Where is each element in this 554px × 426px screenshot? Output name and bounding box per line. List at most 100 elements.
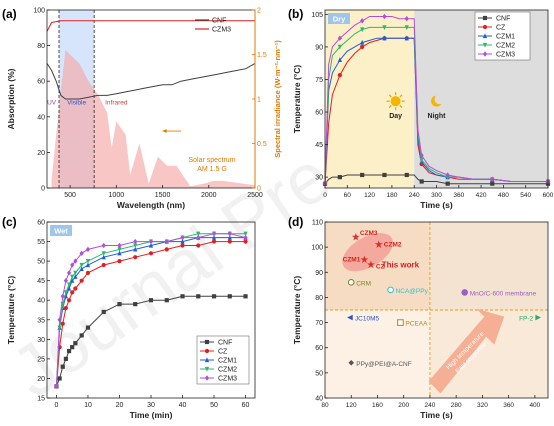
panel-d-ytick-label: 60 [315,345,323,352]
data-point-czm2 [85,259,91,264]
data-point-cnf [227,294,232,299]
data-point-czm2 [133,243,138,249]
legend-label-cnf: CNF [496,16,510,23]
panel-b-xtick-label: 600 [543,192,554,199]
panel-b-ylabel: Temperature (°C) [292,65,302,134]
day-label: Day [389,113,402,120]
data-point-czm2 [63,290,69,296]
panel-a-ytick-label: 20 [37,150,45,157]
data-point-cnf [337,175,342,180]
reference-point-cz-label: CZ [376,264,385,271]
panel-b-xtick-label: 480 [498,192,509,199]
data-point-cz [360,44,365,50]
panel-a-ylabel: Absorption (%) [6,68,16,129]
reference-point-czm2 [374,240,383,248]
improvement-arrow [428,308,505,394]
panel-d-xtick-label: 80 [321,402,329,409]
data-point-cz [243,239,248,244]
panel-b-xtick-label: 120 [364,192,375,199]
panel-b: (b) Dry Day Night 0 60 120 180 240 300 360 420 480 5… [288,7,554,210]
reference-point-crm [347,279,355,286]
moon-icon-cutout [434,94,445,105]
panel-d-xtick-label: 200 [398,402,409,409]
data-point-czm1 [85,262,91,268]
data-point-cnf [66,348,72,354]
panel-c-ytick-label: 35 [37,317,45,324]
panel-b-xtick-label: 60 [344,192,352,199]
legend-marker-czm2 [204,366,210,372]
data-point-czm2 [117,247,122,253]
data-point-czm3 [180,234,185,241]
legend-marker-czm1 [482,33,488,39]
wet-tag-bg [50,225,72,236]
reference-point-mno-c-600-membrane [461,289,469,296]
panel-a-xtick-label: 500 [64,192,76,199]
data-point-cz [85,270,91,275]
legend-label-czm3: CZM3 [218,376,237,383]
panel-b-xtick-label: 180 [386,192,397,199]
data-point-czm2 [73,270,78,276]
reference-point-crm-label: CRM [356,280,371,287]
data-point-czm3 [445,172,450,178]
data-point-cnf [180,294,185,299]
legend-marker-cnf [204,339,210,345]
panel-b-xtick-label: 300 [431,192,442,199]
panel-c-ytick-label: 30 [37,337,45,344]
data-point-czm3 [490,176,495,183]
data-point-czm1 [66,285,72,291]
data-point-czm2 [382,25,387,31]
legend-marker-czm3 [204,375,210,381]
data-point-czm2 [404,25,409,31]
panel-a-y2tick-label: 0.5 [257,141,267,148]
data-point-czm3 [54,383,59,389]
panel-d-xtick-label: 240 [425,402,436,409]
panel-a-ytick-label: 0 [41,186,45,193]
data-point-czm2 [101,251,106,256]
annotation-arrow-head [162,129,167,134]
data-point-czm1 [180,238,185,244]
data-point-czm3 [57,317,62,323]
data-point-czm3 [148,238,154,245]
data-point-czm1 [73,274,78,279]
data-point-czm3 [85,246,91,253]
data-point-czm1 [79,266,84,272]
legend-marker-cnf [482,15,488,21]
panel-d-ytick-label: 100 [311,245,323,252]
data-point-czm2 [337,44,342,50]
panel-a-y2label: Spectral irradiance (W·m⁻²·nm⁻¹) [273,40,282,158]
data-point-czm3 [60,293,65,300]
panel-c-xtick-label: 60 [242,402,250,409]
data-point-cnf [382,172,387,178]
panel-c-xtick-label: 0 [55,402,59,409]
series-line-cnf [46,62,256,100]
panel-c-xtick-label: 50 [210,402,218,409]
data-point-czm1 [382,35,387,41]
panel-a-ytick-label: 80 [37,43,45,50]
reference-point-nca-ppy [387,286,394,294]
data-point-cnf [490,181,495,186]
solar-spectrum-area [51,50,255,188]
sun-icon [390,96,401,107]
legend-label-czm3: CZM3 [212,27,231,34]
panel-c-xtick-label: 40 [179,402,187,409]
data-point-czm3 [73,258,78,264]
reference-point-czm2-label: CZM2 [384,242,402,249]
data-point-czm2 [79,262,84,268]
panel-d-xtick-label: 280 [451,402,462,409]
region-label-visible: Visible [67,99,86,106]
legend-label-czm2: CZM2 [496,43,515,50]
data-point-cnf [70,345,75,350]
this-work-label: This work [382,260,420,269]
legend-label-czm1: CZM1 [496,34,515,41]
data-point-czm3 [66,270,72,276]
panel-d-ytick-label: 110 [312,220,323,227]
dry-tag-bg [328,13,350,24]
data-point-cnf [404,172,409,178]
data-point-czm1 [404,35,409,41]
panel-a-ytick-label: 60 [37,79,45,86]
reference-point-czm1-label: CZM1 [343,257,361,264]
panel-a-y2tick-label: 1.5 [257,52,267,59]
panel-d-ytick-label: 50 [315,370,323,377]
